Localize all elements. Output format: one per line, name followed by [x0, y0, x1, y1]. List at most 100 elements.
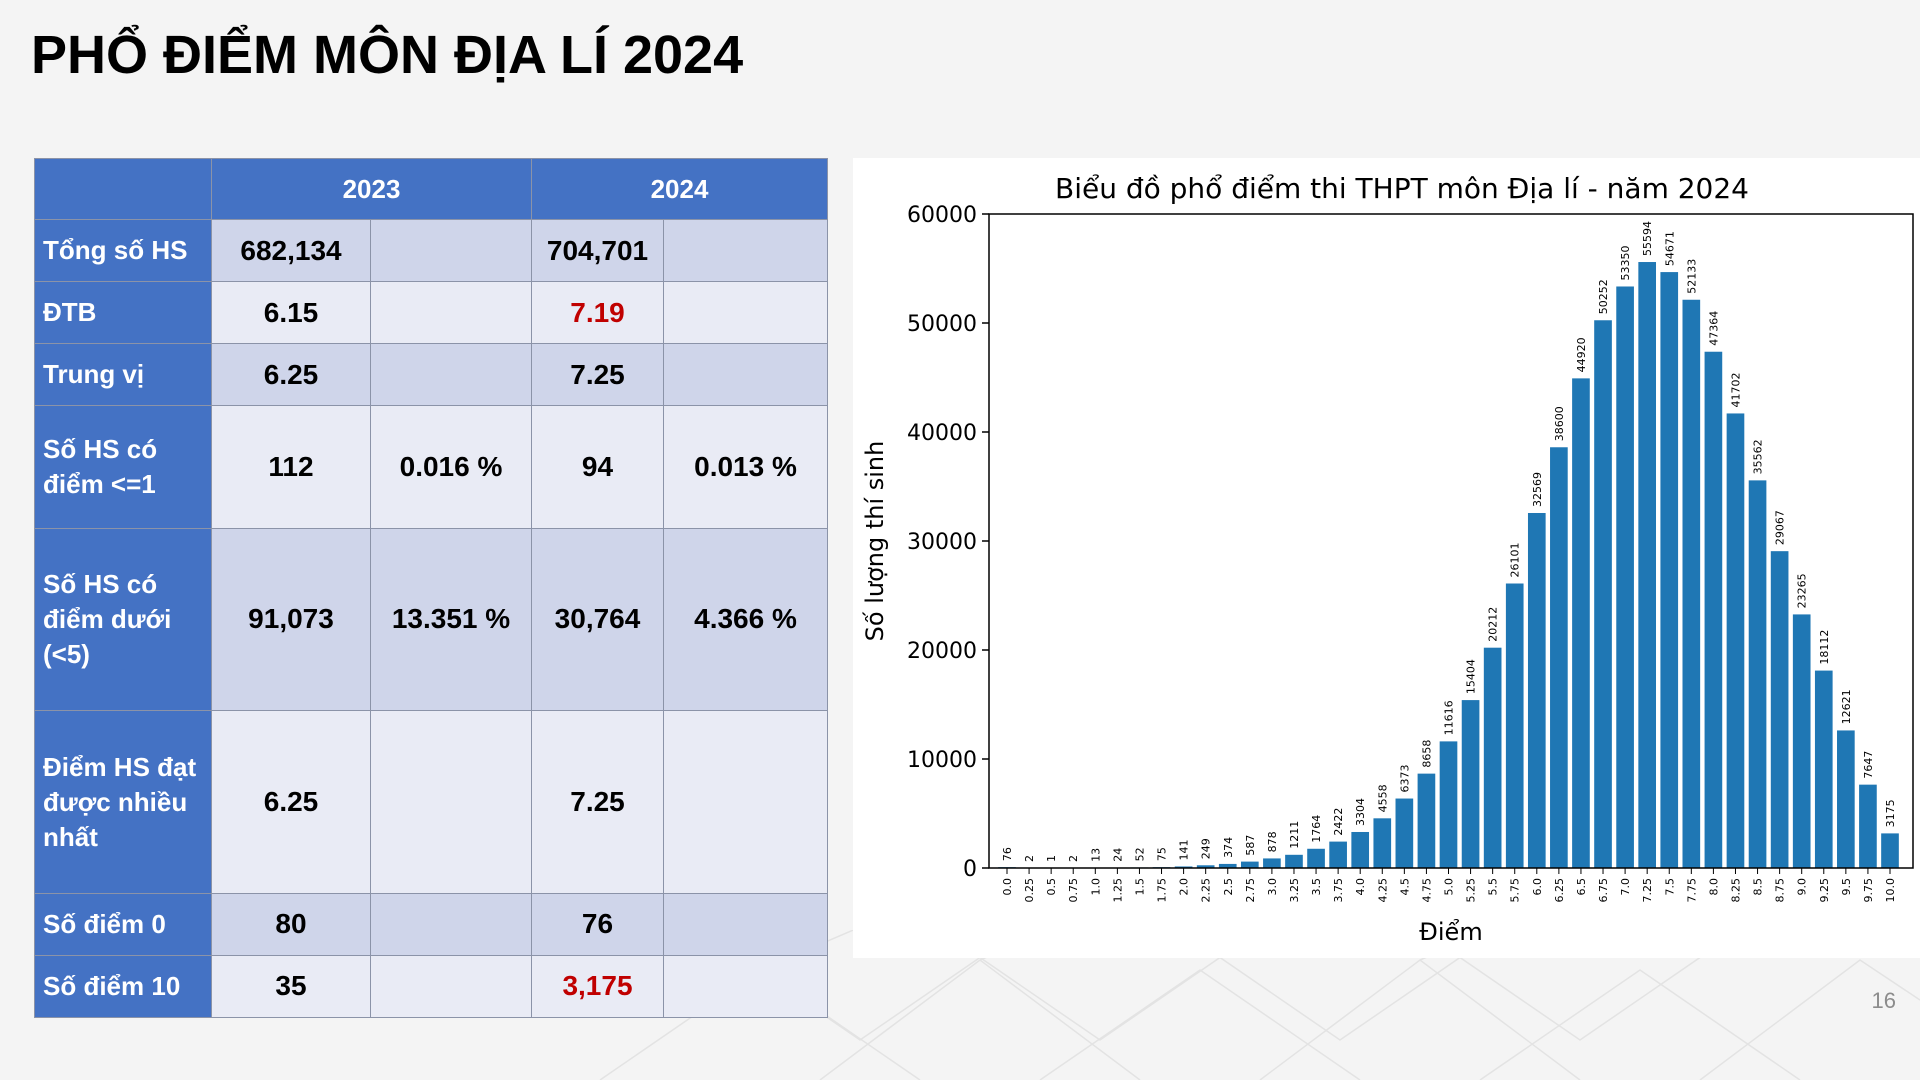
bar-value-label: 4558 [1376, 784, 1389, 812]
bar [1395, 798, 1414, 868]
bar [1792, 614, 1811, 868]
bar [1748, 480, 1767, 868]
value-2023: 6.15 [211, 281, 371, 345]
x-tick-label: 8.25 [1729, 878, 1742, 903]
data-labels: 76 2 1 2 13 24 52 75 141 249 374 587 878 1211 1764 2422… [1001, 221, 1897, 862]
bar-value-label: 24 [1111, 848, 1124, 862]
plot-frame [988, 213, 1914, 869]
bar [1638, 262, 1657, 868]
bar-value-label: 52133 [1685, 259, 1698, 294]
x-tick-label: 5.75 [1509, 878, 1522, 903]
bar-value-label: 11616 [1443, 700, 1456, 735]
bar-value-label: 3304 [1354, 798, 1367, 826]
percent-2024: 4.366 % [663, 527, 828, 712]
bar [1550, 447, 1568, 868]
x-tick-label: 8.5 [1752, 878, 1765, 896]
percent-2023 [370, 954, 532, 1019]
x-tick-label: 7.0 [1619, 878, 1632, 896]
bar-value-label: 38600 [1553, 406, 1566, 441]
table-row: Số điểm 10 35 3,175 [34, 954, 828, 1019]
value-2023: 35 [211, 954, 371, 1019]
bar [1726, 413, 1745, 868]
value-2024: 7.25 [531, 343, 664, 407]
table-row: Trung vị 6.25 7.25 [34, 343, 828, 407]
value-2024: 94 [531, 405, 664, 529]
y-axis: 0 10000 20000 30000 40000 50000 60000 [907, 203, 989, 882]
bar-value-label: 41702 [1729, 372, 1742, 407]
value-2023: 112 [211, 405, 371, 529]
percent-2023: 13.351 % [370, 527, 532, 712]
percent-2023: 0.016 % [370, 405, 532, 529]
percent-2024 [663, 218, 828, 283]
bar [1770, 551, 1789, 868]
bar-value-label: 35562 [1752, 439, 1765, 474]
bar [1218, 863, 1237, 868]
table-row: Điểm HS đạt được nhiều nhất 6.25 7.25 [34, 710, 828, 894]
bar-value-label: 29067 [1774, 510, 1787, 545]
percent-2023 [370, 281, 532, 345]
bar [1240, 861, 1259, 868]
x-tick-label: 2.0 [1178, 878, 1191, 896]
bar [1461, 700, 1480, 868]
bar [1837, 730, 1855, 868]
x-tick-label: 9.25 [1818, 878, 1831, 903]
bar-value-label: 3175 [1884, 799, 1897, 827]
x-axis: 0.0 0.25 0.5 0.75 1.0 1.25 1.5 1.75 2.0 2.25 2.5 2.… [1001, 868, 1897, 903]
header-year-2023: 2023 [211, 158, 532, 220]
bar-value-label: 76 [1001, 847, 1014, 861]
bar-value-label: 13 [1089, 848, 1102, 862]
percent-2023 [370, 892, 532, 956]
x-tick-label: 0.25 [1023, 878, 1036, 903]
y-tick-label: 0 [963, 857, 977, 882]
bar-value-label: 12621 [1840, 689, 1853, 724]
percent-2024 [663, 954, 828, 1019]
x-tick-label: 2.75 [1244, 878, 1257, 903]
bar-value-label: 44920 [1575, 337, 1588, 372]
percent-2024 [663, 281, 828, 345]
bar-value-label: 47364 [1707, 311, 1720, 346]
x-tick-label: 3.0 [1266, 878, 1279, 896]
row-label: Số điểm 0 [34, 892, 212, 956]
bar-value-label: 2422 [1332, 808, 1345, 836]
bar-value-label: 15404 [1465, 659, 1478, 694]
bar [1439, 741, 1458, 868]
bar-value-label: 26101 [1509, 542, 1522, 577]
bar [1351, 831, 1370, 868]
bar-value-label: 374 [1222, 837, 1235, 858]
bars [998, 262, 1899, 869]
x-tick-label: 7.25 [1641, 878, 1654, 903]
bar [1594, 320, 1612, 869]
x-tick-label: 1.75 [1156, 878, 1169, 903]
y-tick-label: 40000 [907, 421, 977, 446]
x-tick-label: 7.5 [1663, 878, 1676, 896]
x-tick-label: 6.5 [1575, 878, 1588, 896]
page-number: 16 [1871, 988, 1896, 1013]
x-tick-label: 3.25 [1288, 878, 1301, 903]
x-tick-label: 0.75 [1067, 878, 1080, 903]
x-tick-label: 9.5 [1840, 878, 1853, 896]
y-axis-label: Số lượng thí sinh [861, 441, 889, 642]
x-tick-label: 9.75 [1862, 878, 1875, 903]
y-tick-label: 50000 [907, 312, 977, 337]
x-tick-label: 7.75 [1685, 878, 1698, 903]
x-tick-label: 4.5 [1398, 878, 1411, 896]
bar [1814, 670, 1833, 868]
chart-title: Biểu đồ phổ điểm thi THPT môn Địa lí - n… [1055, 172, 1749, 205]
percent-2023 [370, 218, 532, 283]
bar [1505, 583, 1524, 868]
x-tick-label: 9.0 [1796, 878, 1809, 896]
bar [1682, 299, 1701, 868]
value-2024-highlight: 7.19 [531, 281, 664, 345]
bar-value-label: 587 [1244, 835, 1257, 856]
x-tick-label: 6.0 [1531, 878, 1544, 896]
bar [1881, 833, 1899, 868]
x-tick-label: 4.75 [1420, 878, 1433, 903]
y-tick-label: 60000 [907, 203, 977, 228]
x-axis-label: Điểm [1419, 918, 1482, 946]
bar [1263, 858, 1281, 868]
bar-value-label: 878 [1266, 831, 1279, 852]
x-tick-label: 10.0 [1884, 878, 1897, 903]
bar-value-label: 32569 [1531, 472, 1544, 507]
x-tick-label: 4.0 [1354, 878, 1367, 896]
bar [1572, 378, 1590, 868]
